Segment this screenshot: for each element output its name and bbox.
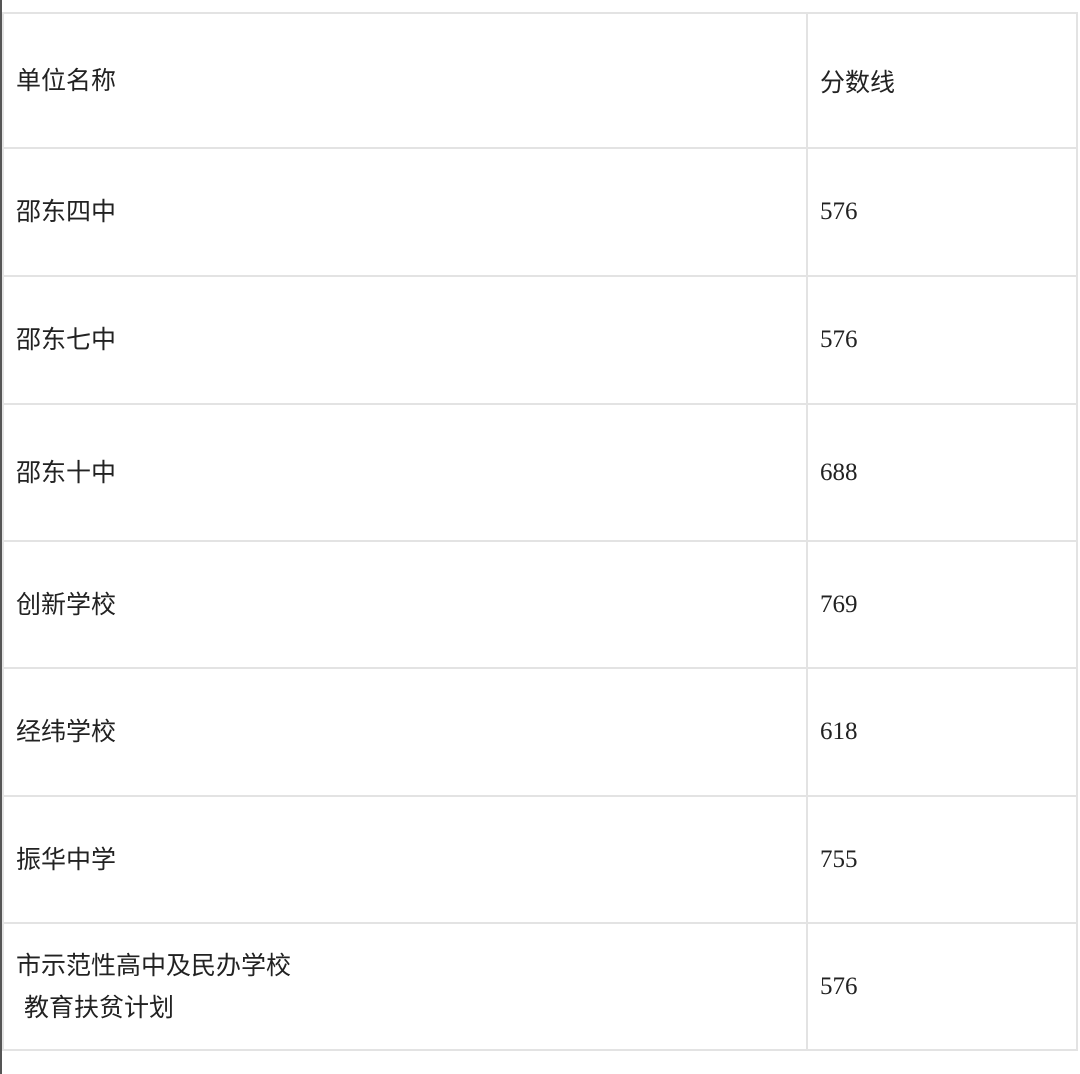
left-border (0, 0, 2, 1074)
header-unit-name: 单位名称 (2, 12, 808, 149)
score: 688 (806, 403, 1078, 542)
unit-name: 振华中学 (2, 795, 808, 924)
table-row: 经纬学校 618 (2, 667, 1078, 797)
score: 618 (806, 667, 1078, 797)
unit-name: 市示范性高中及民办学校 教育扶贫计划 (2, 922, 808, 1051)
score: 576 (806, 147, 1078, 277)
table-header-row: 单位名称 分数线 (2, 12, 1078, 149)
table-row: 市示范性高中及民办学校 教育扶贫计划 576 (2, 922, 1078, 1051)
table-row: 邵东十中 688 (2, 403, 1078, 542)
score: 769 (806, 540, 1078, 669)
score-table: 单位名称 分数线 邵东四中 576 邵东七中 576 邵东十中 688 创新学校… (2, 12, 1078, 1051)
table-row: 邵东七中 576 (2, 275, 1078, 405)
unit-name: 邵东七中 (2, 275, 808, 405)
score: 576 (806, 922, 1078, 1051)
table-row: 创新学校 769 (2, 540, 1078, 669)
table-row: 邵东四中 576 (2, 147, 1078, 277)
header-score: 分数线 (806, 12, 1078, 149)
unit-name: 邵东十中 (2, 403, 808, 542)
unit-name-line2: 教育扶贫计划 (24, 992, 175, 1022)
unit-name: 邵东四中 (2, 147, 808, 277)
unit-name: 经纬学校 (2, 667, 808, 797)
score: 755 (806, 795, 1078, 924)
unit-name-line1: 市示范性高中及民办学校 (16, 950, 292, 980)
unit-name: 创新学校 (2, 540, 808, 669)
score: 576 (806, 275, 1078, 405)
table-row: 振华中学 755 (2, 795, 1078, 924)
